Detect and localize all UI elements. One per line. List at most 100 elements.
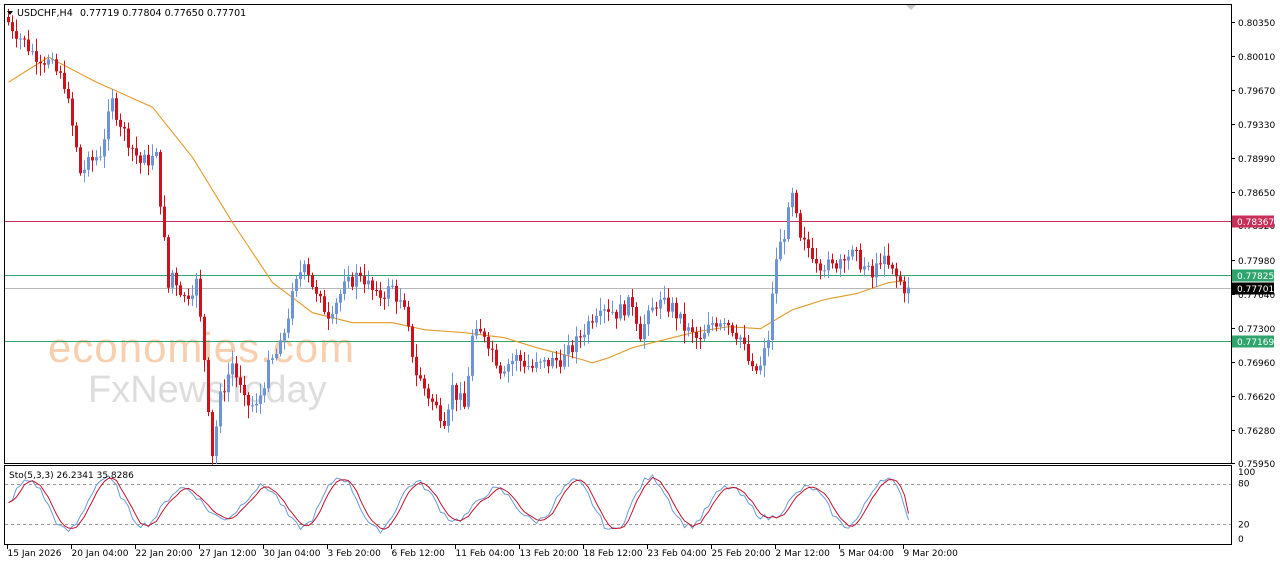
candle-body — [883, 255, 886, 264]
candle-body — [623, 304, 626, 316]
candle-body — [755, 366, 758, 371]
candle-body — [803, 237, 806, 240]
candle-body — [543, 359, 546, 362]
candle-body — [547, 359, 550, 367]
candle-body — [459, 393, 462, 400]
y-tick-label: 0.78650 — [1238, 189, 1275, 199]
candle-body — [819, 263, 822, 271]
candle-body — [323, 296, 326, 313]
candle-body — [727, 323, 730, 326]
candle-body — [171, 272, 174, 288]
stoch-tick-label: 0 — [1238, 535, 1244, 545]
candle-body — [495, 349, 498, 366]
candle-body — [659, 299, 662, 309]
candle-body — [107, 111, 110, 140]
x-tick-label: 13 Feb 20:00 — [520, 549, 579, 559]
candle-body — [131, 147, 134, 149]
candle-body — [443, 420, 446, 426]
candle-body — [95, 157, 98, 161]
candle-body — [847, 256, 850, 261]
candle-body — [667, 297, 670, 312]
candle-body — [499, 365, 502, 374]
candle-body — [247, 395, 250, 406]
candle-body — [147, 154, 150, 166]
candle-body — [479, 328, 482, 332]
candle-body — [607, 309, 610, 312]
candle-body — [67, 88, 70, 99]
candle-body — [515, 355, 518, 361]
y-tick-label: 0.80010 — [1238, 53, 1275, 63]
shift-marker-icon[interactable] — [906, 5, 916, 10]
candle-body — [151, 156, 154, 166]
candle-body — [791, 192, 794, 208]
candle-body — [267, 359, 270, 389]
candle-body — [423, 378, 426, 389]
candle-body — [619, 304, 622, 319]
x-tick-label: 27 Jan 12:00 — [200, 549, 257, 559]
candle-body — [63, 72, 66, 89]
candle-body — [123, 126, 126, 129]
candle-body — [523, 360, 526, 367]
candle-body — [427, 388, 430, 399]
candle-body — [387, 286, 390, 299]
candle-body — [103, 139, 106, 157]
chart-symbol: USDCHF,H4 — [17, 8, 73, 19]
candle-body — [371, 280, 374, 291]
candle-body — [867, 265, 870, 267]
y-tick-label: 0.76280 — [1238, 427, 1275, 437]
candle-body — [743, 337, 746, 344]
candle-body — [359, 272, 362, 277]
candle-body — [579, 336, 582, 338]
moving-average-line — [8, 56, 905, 364]
candle-body — [575, 336, 578, 353]
candle-body — [447, 409, 450, 426]
x-tick-label: 30 Jan 04:00 — [264, 549, 321, 559]
candle-body — [155, 152, 158, 157]
candle-body — [415, 356, 418, 376]
candle-body — [715, 323, 718, 327]
candle-body — [739, 337, 742, 340]
candle-body — [139, 155, 142, 163]
candle-body — [395, 285, 398, 302]
candle-body — [179, 285, 182, 296]
candle-body — [451, 385, 454, 410]
candle-body — [407, 306, 410, 327]
candle-body — [307, 264, 310, 275]
ma-layer — [8, 56, 905, 364]
main-panel-frame — [4, 4, 1232, 464]
levels-layer — [5, 221, 1231, 342]
candle-body — [835, 263, 838, 269]
candle-body — [215, 426, 218, 457]
candle-body — [327, 312, 330, 319]
candle-body — [751, 361, 754, 367]
candle-body — [71, 98, 74, 126]
chart-menu-chevron-icon[interactable] — [7, 11, 13, 15]
candle-body — [23, 38, 26, 40]
candle-body — [195, 278, 198, 296]
x-tick-label: 18 Feb 12:00 — [584, 549, 643, 559]
candle-body — [99, 156, 102, 158]
candle-body — [187, 295, 190, 299]
candle-body — [851, 249, 854, 257]
y-tick-label: 0.80350 — [1238, 19, 1275, 29]
watermark-line1: economies.com — [48, 324, 355, 371]
candle-body — [815, 259, 818, 264]
candle-body — [39, 61, 42, 64]
candle-body — [167, 237, 170, 288]
y-tick-label: 0.79670 — [1238, 87, 1275, 97]
candle-body — [251, 405, 254, 407]
candle-body — [219, 391, 222, 427]
candle-body — [223, 391, 226, 393]
stoch-signal-line — [8, 476, 909, 530]
candle-body — [299, 272, 302, 279]
candle-body — [563, 354, 566, 367]
candle-body — [695, 331, 698, 338]
candle-body — [207, 360, 210, 413]
y-axis: 0.80350 0.80010 0.79670 0.79330 0.78990 0.786… — [1231, 19, 1275, 470]
candle-body — [583, 334, 586, 338]
candle-body — [775, 259, 778, 294]
level-tag-resistance — [1232, 215, 1274, 228]
x-tick-label: 25 Feb 20:00 — [712, 549, 771, 559]
candle-body — [275, 353, 278, 359]
candle-body — [11, 22, 14, 32]
